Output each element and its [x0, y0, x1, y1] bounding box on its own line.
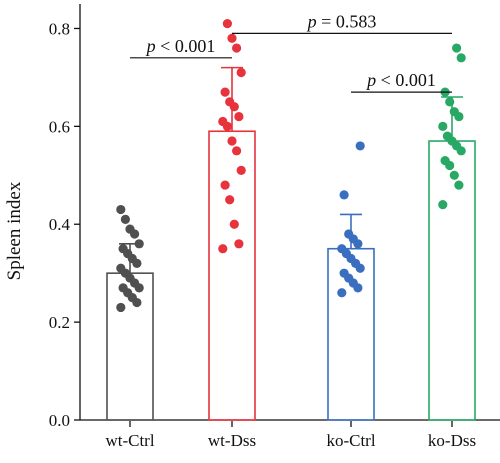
- x-tick-label: wt-Ctrl: [105, 431, 154, 450]
- data-point: [116, 204, 126, 215]
- data-point: [229, 219, 239, 229]
- significance-label: p = 0.583: [306, 11, 377, 31]
- y-tick-label: 0.2: [49, 313, 70, 332]
- data-point: [236, 165, 246, 175]
- data-point: [116, 302, 126, 313]
- data-point: [225, 195, 235, 205]
- data-point: [218, 244, 228, 254]
- data-point: [234, 111, 244, 122]
- data-point: [442, 131, 452, 141]
- data-point: [227, 136, 237, 146]
- data-point: [449, 170, 459, 180]
- data-point: [454, 180, 464, 190]
- data-point: [125, 224, 135, 234]
- data-point: [234, 239, 244, 249]
- y-tick-label: 0.6: [49, 117, 70, 136]
- bar: [208, 130, 256, 421]
- data-point: [337, 244, 347, 254]
- data-point: [120, 214, 130, 224]
- data-point: [344, 229, 354, 239]
- data-point: [118, 244, 128, 254]
- x-tick-label: ko-Ctrl: [326, 431, 375, 450]
- data-point: [134, 239, 144, 249]
- data-point: [222, 18, 232, 29]
- data-point: [232, 43, 242, 53]
- data-point: [355, 141, 365, 151]
- data-point: [452, 43, 462, 53]
- data-point: [227, 33, 237, 43]
- bar: [428, 140, 476, 421]
- y-tick-label: 0.4: [49, 215, 71, 234]
- data-point: [438, 200, 448, 210]
- significance-label: p < 0.001: [365, 70, 436, 90]
- data-point: [232, 146, 242, 156]
- y-tick-label: 0.8: [49, 19, 70, 38]
- data-point: [218, 116, 228, 127]
- data-point: [339, 190, 349, 200]
- data-point: [339, 268, 349, 278]
- data-point: [456, 53, 466, 63]
- data-point: [220, 180, 230, 190]
- data-point: [440, 156, 450, 166]
- data-point: [116, 263, 126, 273]
- x-tick-label: wt-Dss: [208, 431, 256, 450]
- data-point: [449, 107, 459, 117]
- significance-label: p < 0.001: [145, 36, 216, 56]
- plot-area: 0.0 0.2 0.4 0.6 0.8 wt-Ctrl wt-Dss ko-Ctrl ko-Ds…: [49, 4, 500, 450]
- data-point: [445, 97, 455, 107]
- data-point: [236, 67, 246, 78]
- y-axis-title: Spleen index: [4, 181, 25, 280]
- data-point: [438, 121, 448, 131]
- data-point: [220, 87, 230, 97]
- data-point: [225, 97, 235, 107]
- x-tick-label: ko-Dss: [428, 431, 476, 450]
- data-point: [337, 288, 347, 298]
- data-point: [118, 283, 128, 293]
- y-tick-label: 0.0: [49, 411, 70, 430]
